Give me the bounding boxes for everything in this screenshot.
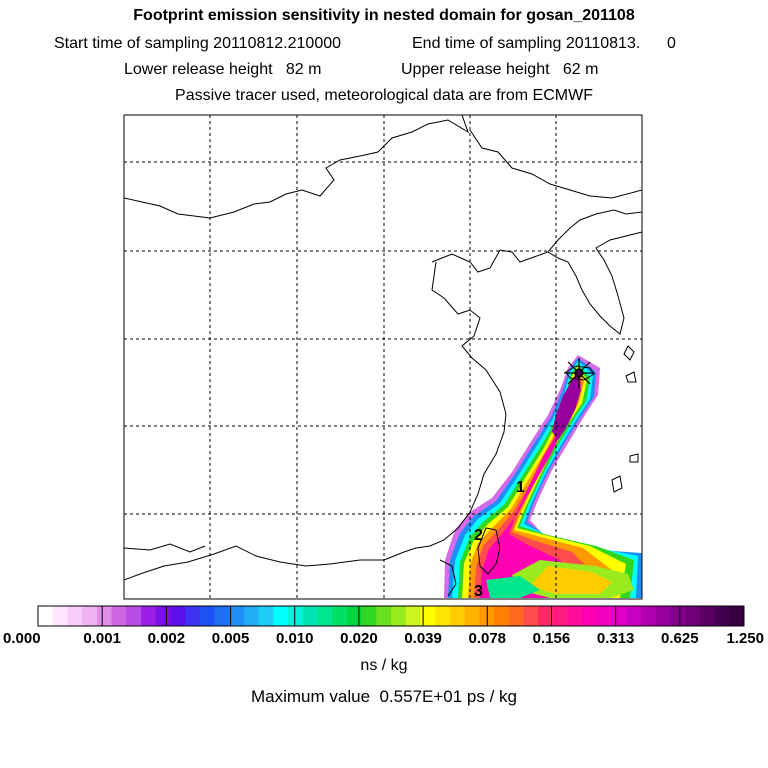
coastlines <box>124 115 642 597</box>
maximum-value-label: Maximum value 0.557E+01 ps / kg <box>251 687 517 706</box>
colorbar-swatch <box>538 606 554 626</box>
colorbar-tick-label: 0.039 <box>404 630 442 647</box>
colorbar-swatch <box>199 606 215 626</box>
colorbar-tick-label: 0.000 <box>3 630 41 647</box>
colorbar-swatch <box>52 606 68 626</box>
colorbar-swatch <box>126 606 142 626</box>
jeju-outline <box>565 365 595 381</box>
map-background <box>124 115 642 599</box>
colorbar-swatch <box>435 606 451 626</box>
colorbar-tick-label: 0.078 <box>468 630 506 647</box>
colorbar-swatch <box>361 606 377 626</box>
end-time-label: End time of sampling 20110813. 0 <box>412 35 676 52</box>
colorbar-swatch <box>670 606 686 626</box>
colorbar-swatch <box>332 606 348 626</box>
contour-label-3: 3 <box>474 583 483 600</box>
colorbar-swatch <box>552 606 568 626</box>
colorbar-swatch <box>96 606 113 626</box>
border-china-south <box>124 545 405 581</box>
colorbar-tick-label: 0.005 <box>212 630 250 647</box>
colorbar-swatch <box>611 606 627 626</box>
plume-core <box>552 372 581 440</box>
japan-islands <box>611 345 639 493</box>
colorbar-tick-label: 1.250 <box>726 630 764 647</box>
colorbar-swatch <box>214 606 230 626</box>
colorbar-swatch <box>346 606 363 626</box>
colorbar-swatch <box>626 606 642 626</box>
colorbar-unit-label: ns / kg <box>360 657 408 674</box>
border-east-north <box>469 129 642 199</box>
colorbar-swatch <box>699 606 716 626</box>
colorbar-swatch <box>376 606 392 626</box>
map-frame <box>123 114 643 600</box>
upper-release-height-label: Upper release height 62 m <box>401 61 599 78</box>
border-southwest <box>124 543 206 553</box>
start-time-label: Start time of sampling 20110812.210000 <box>54 35 342 52</box>
plume-south-inner <box>486 576 540 598</box>
colorbar-swatch <box>449 606 466 626</box>
colorbar-swatch <box>67 606 83 626</box>
colorbar-swatch <box>317 606 333 626</box>
plume-southeast-inner <box>530 566 612 594</box>
map-grid <box>124 115 642 599</box>
coastline-hainan-area <box>439 559 457 597</box>
colorbar-swatch <box>729 606 745 626</box>
lower-release-height-label: Lower release height 82 m <box>124 61 322 78</box>
colorbar-swatch <box>596 606 613 626</box>
colorbar-tick-label: 0.156 <box>533 630 571 647</box>
colorbar-swatch <box>243 606 260 626</box>
colorbar-tick-label: 0.010 <box>276 630 314 647</box>
coastline-korea <box>547 231 642 335</box>
colorbar-swatch <box>229 606 245 626</box>
sensitivity-field <box>444 355 642 598</box>
colorbar-tick-label: 0.001 <box>83 630 121 647</box>
colorbar-swatch <box>523 606 539 626</box>
colorbar-swatch <box>258 606 274 626</box>
colorbar-swatch <box>170 606 186 626</box>
colorbar-tick-label: 0.002 <box>148 630 186 647</box>
colorbar-swatch <box>582 606 598 626</box>
taiwan-outline <box>477 527 501 575</box>
plume-layer-magenta <box>480 372 580 598</box>
colorbar-swatch <box>140 606 157 626</box>
release-site-star-icon <box>564 358 594 388</box>
colorbar-swatch <box>391 606 407 626</box>
colorbar-swatch <box>288 606 304 626</box>
coastline-bohai <box>431 209 642 273</box>
colorbar-swatch <box>685 606 701 626</box>
colorbar-frame <box>37 605 745 627</box>
colorbar-swatch <box>508 606 524 626</box>
coastline-china-east <box>403 261 507 553</box>
tracer-info-label: Passive tracer used, meteorological data… <box>175 87 593 104</box>
colorbar-tick-label: 0.313 <box>597 630 635 647</box>
colorbar-swatch <box>493 606 510 626</box>
colorbar-swatch <box>641 606 657 626</box>
colorbar-swatch <box>273 606 289 626</box>
colorbar-swatch <box>567 606 583 626</box>
colorbar-tick-label: 0.020 <box>340 630 378 647</box>
colorbar-swatch <box>714 606 730 626</box>
colorbar-swatch <box>111 606 127 626</box>
colorbar <box>37 605 745 627</box>
colorbar-tick-label: 0.625 <box>661 630 699 647</box>
colorbar-tick-labels: 0.000 0.001 0.002 0.005 0.010 0.020 0.039 0.078… <box>3 630 764 647</box>
colorbar-swatch <box>655 606 671 626</box>
colorbar-swatch <box>405 606 421 626</box>
colorbar-swatch <box>155 606 171 626</box>
chart-title: Footprint emission sensitivity in nested… <box>133 7 635 24</box>
colorbar-swatch <box>38 606 54 626</box>
colorbar-swatch <box>420 606 436 626</box>
colorbar-swatch <box>302 606 318 626</box>
colorbar-swatch <box>185 606 201 626</box>
contour-label-2: 2 <box>474 527 483 544</box>
colorbar-swatch <box>464 606 480 626</box>
contour-label-1: 1 <box>516 479 525 496</box>
border-china-north <box>124 115 469 219</box>
colorbar-swatch <box>82 606 98 626</box>
